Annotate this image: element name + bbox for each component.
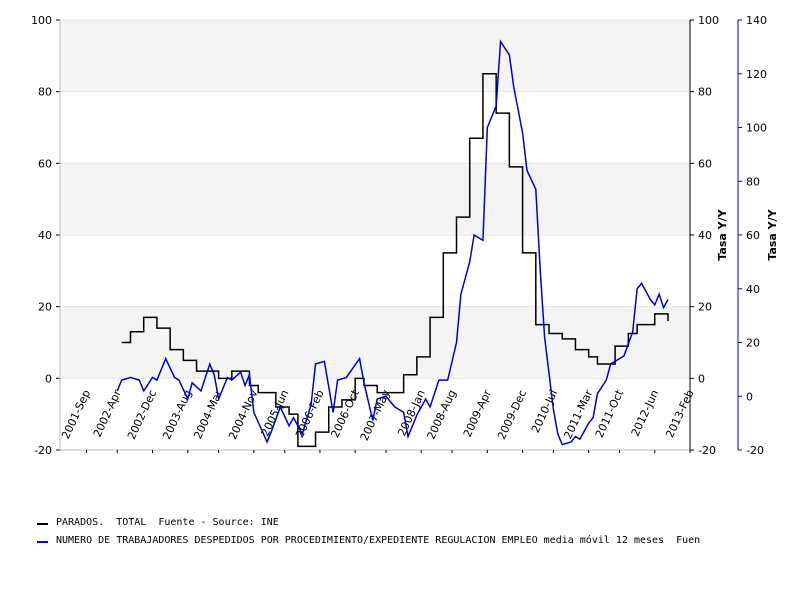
y-tick-label: -20 [34, 444, 52, 457]
y3-tick-label: 0 [746, 390, 753, 403]
y3-tick-label: 60 [746, 229, 760, 242]
legend: PARADOS. TOTAL Fuente - Source: INE NUMER… [37, 517, 700, 546]
legend-label: NUMERO DE TRABAJADORES DESPEDIDOS POR PR… [56, 534, 700, 546]
y2-tick-label: 100 [698, 14, 719, 27]
y3-tick-label: 40 [746, 283, 760, 296]
series-line [121, 73, 669, 448]
y-tick-label: 0 [45, 372, 52, 385]
y2-tick-label: 60 [698, 157, 712, 170]
y-tick-label: 80 [38, 86, 52, 99]
y2-tick-label: -20 [698, 444, 716, 457]
grid-band [60, 306, 690, 379]
y2-tick-label: 0 [698, 372, 705, 385]
y-tick-label: 20 [38, 301, 52, 314]
y3-tick-label: 80 [746, 175, 760, 188]
y3-tick-label: 140 [746, 14, 767, 27]
y2-tick-label: 20 [698, 301, 712, 314]
y3-axis-label: Tasa Y/Y [766, 208, 779, 260]
y2-tick-label: 40 [698, 229, 712, 242]
grid-band [60, 163, 690, 235]
y2-tick-label: 80 [698, 86, 712, 99]
y3-tick-label: 100 [746, 122, 767, 135]
y-tick-label: 100 [31, 14, 52, 27]
y3-tick-label: -20 [746, 444, 764, 457]
legend-label: PARADOS. TOTAL Fuente - Source: INE [56, 517, 279, 528]
y-tick-label: 60 [38, 157, 52, 170]
grid-band [60, 20, 690, 92]
y3-tick-label: 20 [746, 337, 760, 350]
series-line [116, 39, 669, 446]
y2-axis-label: Tasa Y/Y [716, 208, 729, 260]
y3-tick-label: 120 [746, 68, 767, 81]
y-tick-label: 40 [38, 229, 52, 242]
plot-area: -20 0 20 40 60 80 100 -20 0 20 40 60 80 100 Tasa Y/Y -2… [31, 14, 779, 457]
